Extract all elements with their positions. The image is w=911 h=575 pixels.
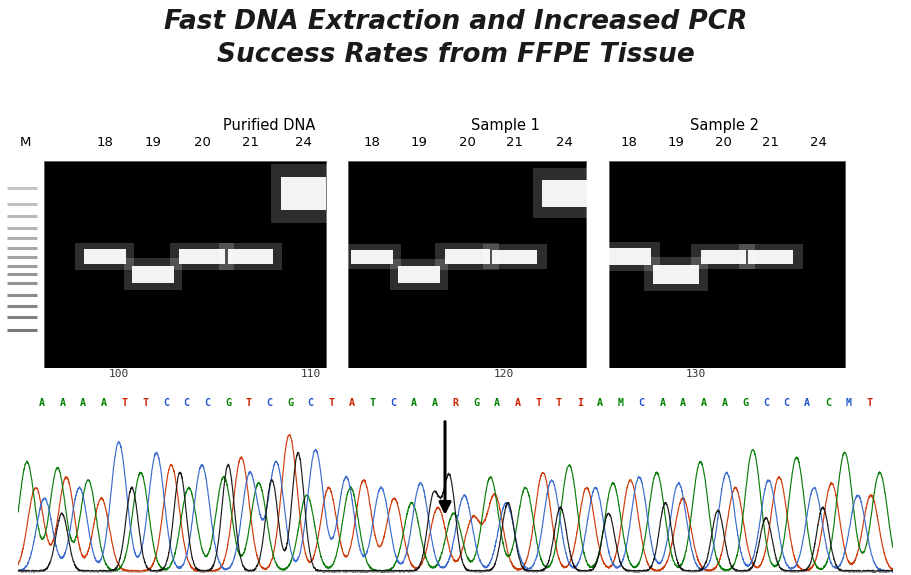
- Text: C: C: [639, 398, 645, 408]
- Text: 24: 24: [557, 136, 573, 150]
- Text: 110: 110: [301, 369, 322, 379]
- Bar: [609, 160, 845, 368]
- Bar: [132, 266, 174, 283]
- Bar: [351, 250, 393, 263]
- Text: A: A: [681, 398, 686, 408]
- Text: A: A: [59, 398, 66, 408]
- Bar: [483, 244, 547, 269]
- Text: 130: 130: [686, 369, 706, 379]
- Text: 19: 19: [145, 136, 161, 150]
- Bar: [748, 250, 793, 263]
- Text: T: T: [142, 398, 148, 408]
- Text: C: C: [308, 398, 313, 408]
- Bar: [390, 259, 448, 290]
- Bar: [179, 250, 225, 264]
- Bar: [281, 177, 326, 210]
- Text: M: M: [618, 398, 624, 408]
- Bar: [533, 168, 597, 218]
- Text: T: T: [556, 398, 562, 408]
- Bar: [644, 258, 708, 292]
- Text: C: C: [204, 398, 210, 408]
- Bar: [606, 248, 651, 265]
- Text: T: T: [328, 398, 334, 408]
- Bar: [445, 250, 490, 264]
- Text: R: R: [453, 398, 458, 408]
- Text: Sample 1: Sample 1: [471, 117, 540, 132]
- Bar: [348, 160, 586, 368]
- Text: A: A: [349, 398, 355, 408]
- Text: G: G: [742, 398, 748, 408]
- Text: C: C: [391, 398, 396, 408]
- Text: A: A: [38, 398, 45, 408]
- Text: T: T: [536, 398, 541, 408]
- Bar: [76, 243, 134, 270]
- Bar: [271, 164, 335, 223]
- Bar: [44, 160, 326, 368]
- Bar: [739, 244, 803, 269]
- Text: A: A: [722, 398, 728, 408]
- Bar: [542, 179, 588, 208]
- Bar: [492, 250, 537, 263]
- Bar: [84, 249, 126, 264]
- Text: 18: 18: [620, 136, 637, 150]
- Bar: [597, 242, 660, 271]
- Text: A: A: [101, 398, 107, 408]
- Text: G: G: [287, 398, 293, 408]
- Text: 18: 18: [363, 136, 380, 150]
- Text: A: A: [660, 398, 665, 408]
- Text: 100: 100: [108, 369, 129, 379]
- Text: T: T: [246, 398, 251, 408]
- Text: 24: 24: [295, 136, 312, 150]
- Text: A: A: [515, 398, 520, 408]
- Text: A: A: [701, 398, 707, 408]
- Text: C: C: [266, 398, 272, 408]
- Text: 20: 20: [715, 136, 732, 150]
- Text: M: M: [20, 136, 31, 150]
- Text: C: C: [783, 398, 790, 408]
- Text: 21: 21: [507, 136, 523, 150]
- Bar: [691, 244, 755, 269]
- Text: I: I: [577, 398, 583, 408]
- Text: 120: 120: [494, 369, 514, 379]
- Text: G: G: [473, 398, 479, 408]
- Text: 21: 21: [763, 136, 779, 150]
- Text: 19: 19: [411, 136, 427, 150]
- Text: T: T: [866, 398, 873, 408]
- Text: Purified DNA: Purified DNA: [222, 117, 315, 132]
- Text: A: A: [432, 398, 438, 408]
- Text: Sample 2: Sample 2: [690, 117, 759, 132]
- Text: Fast DNA Extraction and Increased PCR
Success Rates from FFPE Tissue: Fast DNA Extraction and Increased PCR Su…: [164, 9, 747, 68]
- Text: 20: 20: [194, 136, 210, 150]
- Bar: [228, 250, 273, 264]
- Text: 21: 21: [242, 136, 259, 150]
- Text: T: T: [370, 398, 375, 408]
- Text: C: C: [825, 398, 831, 408]
- Text: C: C: [183, 398, 189, 408]
- Text: 24: 24: [810, 136, 826, 150]
- Bar: [701, 250, 746, 263]
- Text: A: A: [80, 398, 86, 408]
- Text: A: A: [411, 398, 417, 408]
- Bar: [124, 258, 182, 290]
- Text: G: G: [225, 398, 230, 408]
- Text: 19: 19: [668, 136, 684, 150]
- Text: M: M: [845, 398, 852, 408]
- Text: 18: 18: [97, 136, 113, 150]
- Bar: [653, 265, 699, 284]
- Text: 20: 20: [459, 136, 476, 150]
- Text: T: T: [121, 398, 128, 408]
- Bar: [435, 243, 499, 270]
- Text: A: A: [494, 398, 500, 408]
- Text: C: C: [763, 398, 769, 408]
- Text: A: A: [598, 398, 603, 408]
- Text: C: C: [163, 398, 169, 408]
- Bar: [343, 244, 401, 269]
- Bar: [219, 243, 282, 270]
- Bar: [398, 266, 440, 283]
- Text: A: A: [804, 398, 810, 408]
- Bar: [170, 243, 234, 270]
